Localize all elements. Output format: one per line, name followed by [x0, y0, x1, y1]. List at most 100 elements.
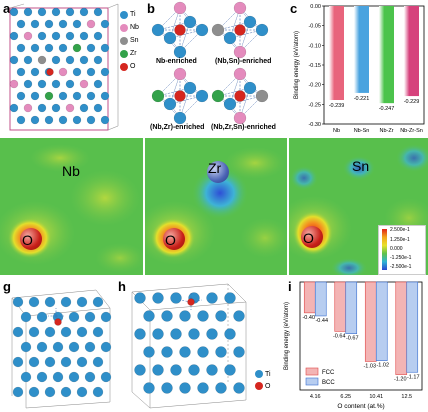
ti-atom	[215, 346, 227, 358]
ti-atom	[30, 43, 40, 53]
ti-atom	[86, 43, 96, 53]
ti-atom	[44, 356, 56, 368]
ti-atom	[100, 311, 112, 323]
ti-atom	[44, 386, 56, 398]
binding-energy-chart-i: Binding energy (eV/atom) O content (at.%)…	[284, 281, 423, 410]
ti-atom	[179, 382, 191, 394]
data-label: -0.67	[346, 336, 359, 342]
ti-atom	[223, 31, 237, 45]
ti-atom	[20, 371, 32, 383]
x-tick-label: Nb-Zr	[379, 128, 393, 134]
ti-atom	[52, 371, 64, 383]
nb-atom	[23, 31, 33, 41]
ti-atom	[30, 19, 40, 29]
x-tick-label: Nb	[333, 128, 340, 134]
ti-atom	[72, 91, 82, 101]
ti-atom	[195, 23, 209, 37]
ti-atom	[84, 341, 96, 353]
y-tick-label: -0.20	[308, 83, 321, 89]
oxygen-atom-icon	[301, 226, 323, 248]
x-tick-label: 6.25	[340, 394, 351, 400]
cell-edge	[131, 391, 151, 409]
ti-atom	[37, 103, 47, 113]
nb-atom	[79, 79, 89, 89]
ti-atom	[79, 103, 89, 113]
nb-atom	[86, 19, 96, 29]
ti-atom	[9, 55, 19, 65]
data-label: -0.229	[404, 99, 420, 105]
ti-atom	[65, 31, 75, 41]
ti-atom	[163, 31, 177, 45]
ti-atom	[161, 382, 173, 394]
ti-atom	[44, 115, 54, 125]
ti-atom	[51, 103, 61, 113]
ti-atom	[170, 364, 182, 376]
bar	[379, 6, 394, 104]
ti-atom	[173, 111, 187, 125]
ti-atom	[76, 356, 88, 368]
atom-lattice-a	[9, 7, 110, 125]
o-atom-icon	[120, 62, 128, 71]
data-label: -1.02	[376, 363, 389, 369]
ti-atom	[44, 43, 54, 53]
site-label: (Nb,Zr,Sn)-enriched	[211, 124, 276, 131]
octahedron	[211, 1, 269, 59]
y-tick-label: 0.00	[310, 4, 321, 10]
ti-atom	[68, 311, 80, 323]
ti-atom-icon	[255, 370, 263, 378]
ti-atom	[79, 31, 89, 41]
charge-density-map-d	[0, 138, 143, 275]
ti-atom	[58, 91, 68, 101]
ti-atom	[60, 296, 72, 308]
nb-atom	[65, 103, 75, 113]
legend-label: Sn	[130, 37, 139, 44]
ti-atom	[36, 341, 48, 353]
bar	[395, 281, 408, 375]
panel-letter-a: a	[3, 1, 11, 16]
ti-atom	[37, 31, 47, 41]
sn-atom	[211, 23, 225, 37]
o-atom	[234, 90, 246, 102]
ti-atom	[134, 292, 146, 304]
ti-atom	[44, 296, 56, 308]
colorbar-tick: 1.250e-1	[390, 237, 410, 243]
ti-atom	[215, 382, 227, 394]
oxygen-atom-icon	[20, 228, 42, 250]
legend-item-nb: Nb	[120, 21, 142, 34]
ti-atom	[143, 310, 155, 322]
legend-item-o: O	[120, 60, 142, 73]
ti-atom	[100, 115, 110, 125]
ti-atom	[58, 43, 68, 53]
ti-atom	[170, 328, 182, 340]
zr-atom	[72, 43, 82, 53]
ti-atom	[179, 346, 191, 358]
o-atom-icon	[255, 382, 263, 390]
bar	[406, 281, 419, 373]
ti-atom	[12, 326, 24, 338]
bar	[334, 281, 347, 332]
ti-atom	[28, 386, 40, 398]
ti-atom	[243, 15, 257, 29]
o-atom	[54, 318, 62, 326]
legend-item-ti: Ti	[120, 8, 142, 21]
ti-atom	[52, 341, 64, 353]
ti-atom	[100, 43, 110, 53]
ti-atom	[93, 103, 103, 113]
ti-atom	[93, 79, 103, 89]
nb-atom	[58, 67, 68, 77]
nb-atom	[23, 103, 33, 113]
ti-atom	[9, 103, 19, 113]
ti-atom	[58, 115, 68, 125]
data-label: -0.239	[329, 103, 345, 109]
ti-atom	[30, 67, 40, 77]
ti-atom	[58, 19, 68, 29]
zr-atom	[211, 89, 225, 103]
x-tick-label: Nb-Sn	[354, 128, 370, 134]
nb-atom	[233, 1, 247, 15]
ti-atom	[93, 31, 103, 41]
cell-edge	[149, 399, 247, 409]
ti-atom	[60, 386, 72, 398]
colorbar-gradient	[382, 229, 387, 270]
colorbar-tick: 2.500e-1	[390, 227, 410, 233]
ti-atom	[65, 55, 75, 65]
